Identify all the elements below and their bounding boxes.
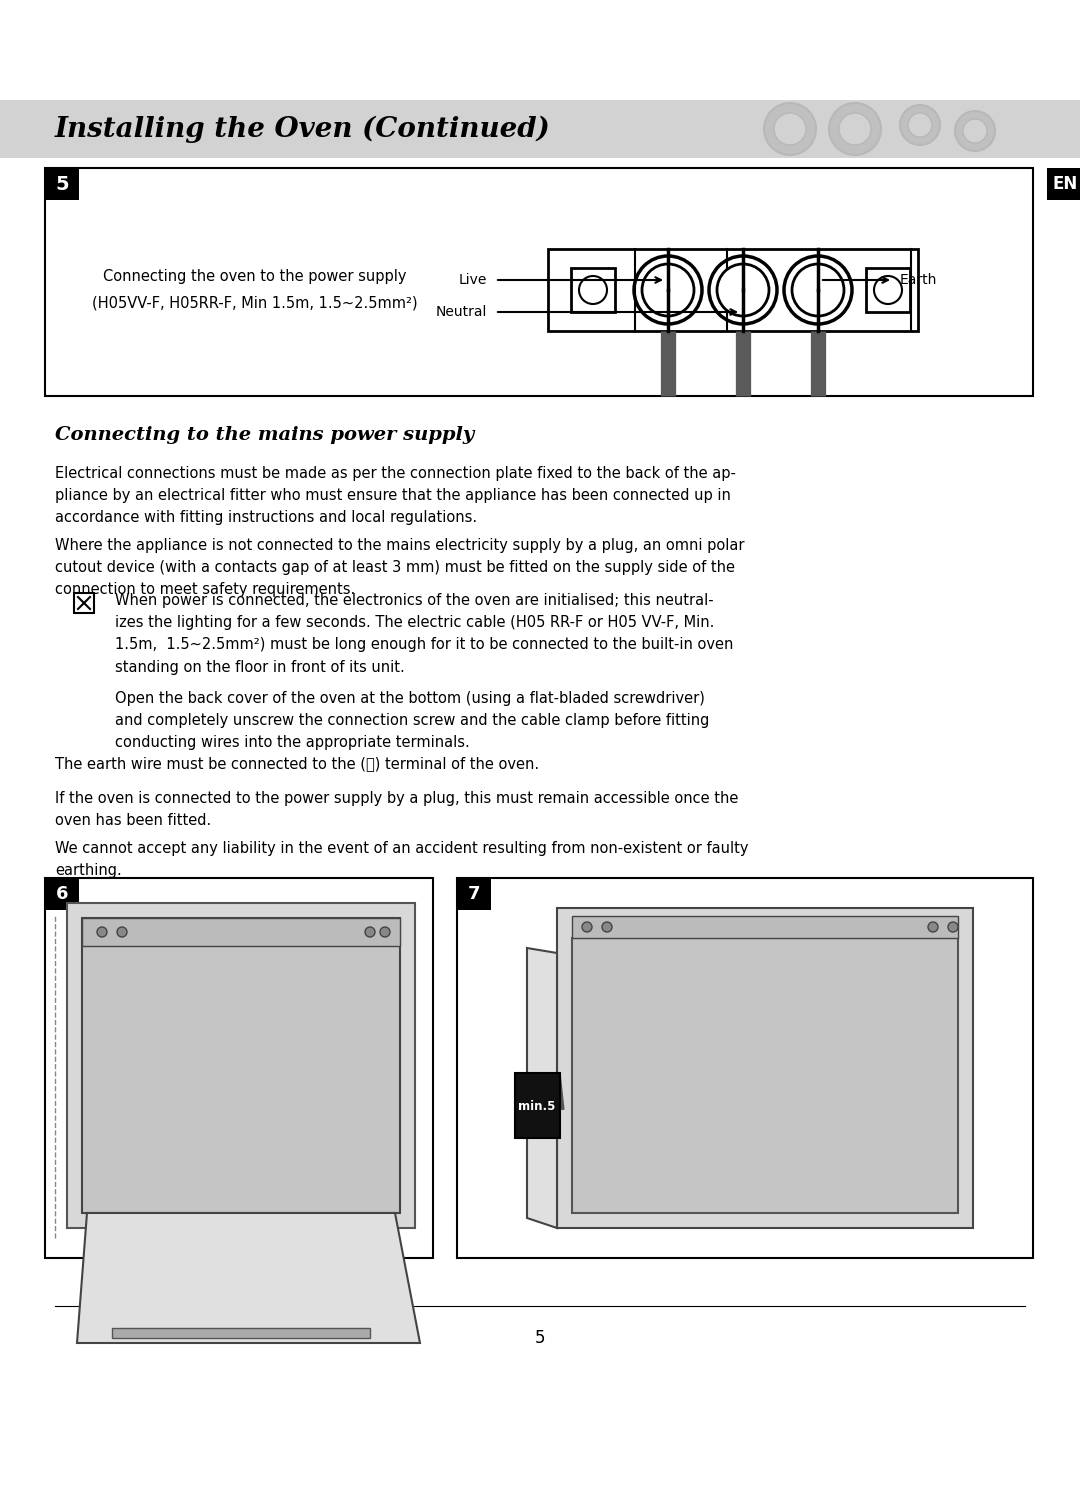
- Polygon shape: [77, 1213, 420, 1343]
- Bar: [866, 267, 910, 312]
- Text: 7: 7: [468, 886, 481, 903]
- Text: Earth: Earth: [900, 273, 937, 287]
- Polygon shape: [527, 948, 557, 1227]
- Circle shape: [717, 265, 769, 317]
- Text: Installing the Oven (Continued): Installing the Oven (Continued): [55, 116, 551, 143]
- Bar: [457, 878, 491, 909]
- Bar: [548, 250, 918, 331]
- Circle shape: [764, 103, 816, 155]
- Bar: [0, 100, 1080, 158]
- Circle shape: [829, 103, 881, 155]
- Bar: [75, 593, 94, 614]
- Circle shape: [839, 113, 870, 146]
- Circle shape: [634, 256, 702, 324]
- Text: Electrical connections must be made as per the connection plate fixed to the bac: Electrical connections must be made as p…: [55, 467, 735, 526]
- Circle shape: [708, 256, 777, 324]
- Circle shape: [928, 921, 939, 932]
- Bar: [457, 878, 1032, 1259]
- Circle shape: [582, 921, 592, 932]
- Text: Live: Live: [459, 273, 487, 287]
- Text: Where the appliance is not connected to the mains electricity supply by a plug, : Where the appliance is not connected to …: [55, 538, 744, 597]
- Circle shape: [97, 927, 107, 938]
- Circle shape: [117, 927, 127, 938]
- Bar: [515, 1073, 561, 1138]
- Circle shape: [963, 119, 987, 143]
- Bar: [45, 168, 79, 201]
- Circle shape: [908, 113, 932, 137]
- Bar: [572, 938, 958, 1213]
- Circle shape: [380, 927, 390, 938]
- Text: We cannot accept any liability in the event of an accident resulting from non-ex: We cannot accept any liability in the ev…: [55, 841, 748, 878]
- Text: Neutral: Neutral: [435, 305, 487, 319]
- Circle shape: [602, 921, 612, 932]
- Circle shape: [900, 106, 940, 146]
- Circle shape: [774, 113, 806, 146]
- Bar: [45, 168, 1032, 395]
- Text: min.5: min.5: [518, 1100, 556, 1113]
- Bar: [82, 918, 400, 1213]
- Text: 5: 5: [55, 174, 69, 193]
- Bar: [67, 903, 415, 1227]
- Text: Connecting to the mains power supply: Connecting to the mains power supply: [55, 426, 474, 444]
- Circle shape: [792, 265, 843, 317]
- Text: Open the back cover of the oven at the bottom (using a flat-bladed screwdriver)
: Open the back cover of the oven at the b…: [114, 691, 710, 750]
- Text: The earth wire must be connected to the (⏚) terminal of the oven.: The earth wire must be connected to the …: [55, 756, 539, 771]
- Bar: [571, 267, 615, 312]
- Text: When power is connected, the electronics of the oven are initialised; this neutr: When power is connected, the electronics…: [114, 593, 733, 675]
- Bar: [1047, 168, 1080, 201]
- Text: Connecting the oven to the power supply: Connecting the oven to the power supply: [104, 269, 407, 284]
- Circle shape: [948, 921, 958, 932]
- Bar: [45, 878, 79, 909]
- Bar: [82, 918, 400, 947]
- Text: EN: EN: [1052, 175, 1078, 193]
- Circle shape: [955, 111, 995, 152]
- Circle shape: [784, 256, 852, 324]
- Text: 6: 6: [56, 886, 68, 903]
- Bar: [45, 878, 433, 1259]
- Bar: [112, 1328, 370, 1337]
- Circle shape: [365, 927, 375, 938]
- Text: If the oven is connected to the power supply by a plug, this must remain accessi: If the oven is connected to the power su…: [55, 791, 739, 828]
- Text: 5: 5: [535, 1328, 545, 1346]
- Text: (H05VV-F, H05RR-F, Min 1.5m, 1.5~2.5mm²): (H05VV-F, H05RR-F, Min 1.5m, 1.5~2.5mm²): [92, 296, 418, 311]
- Circle shape: [642, 265, 694, 317]
- Bar: [557, 908, 973, 1227]
- Bar: [572, 915, 958, 938]
